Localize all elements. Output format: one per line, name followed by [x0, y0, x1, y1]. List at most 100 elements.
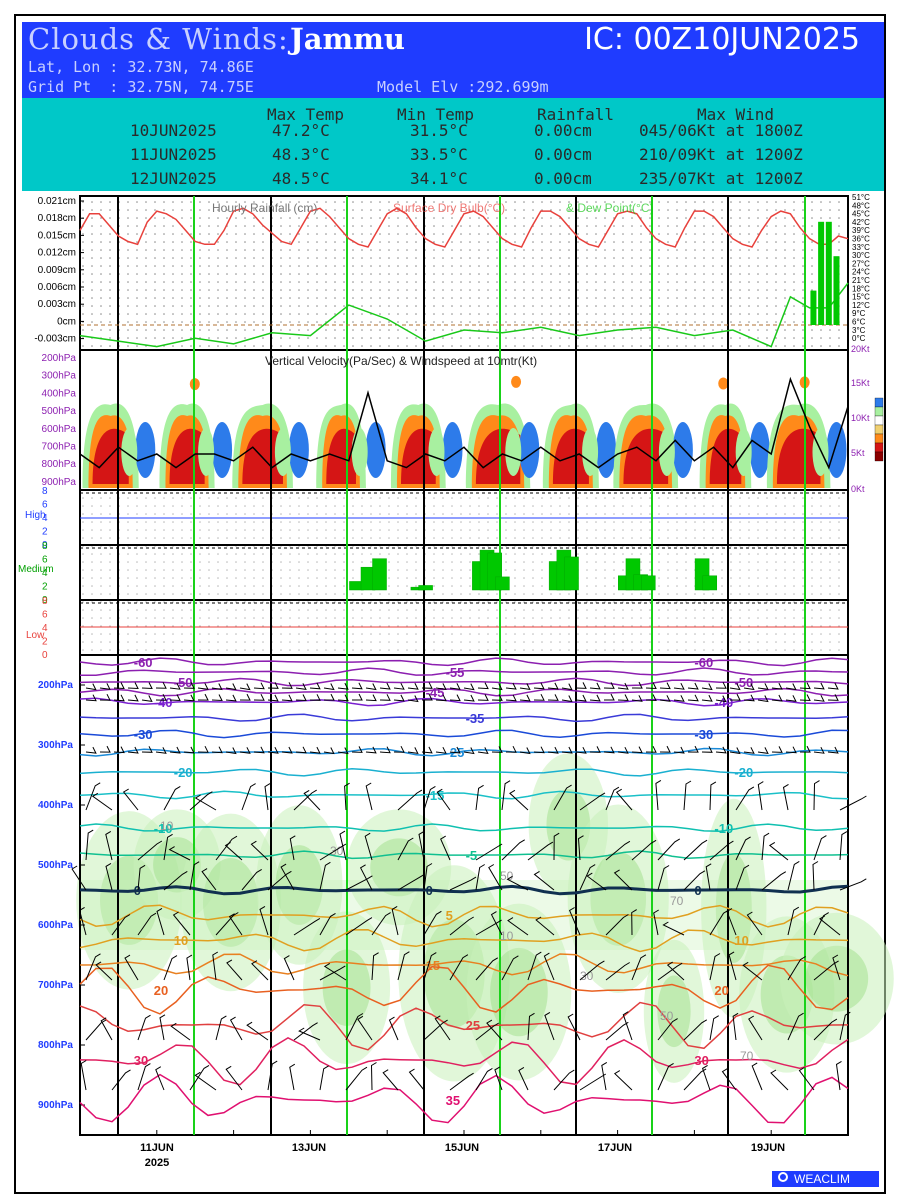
wind-barb: [579, 864, 596, 891]
wind-barb: [771, 694, 783, 702]
wind-barb: [782, 783, 789, 811]
wind-barb: [253, 682, 265, 690]
wind-barb: [241, 868, 262, 891]
wind-barb: [839, 831, 848, 861]
rain-tick: 0.012cm: [38, 248, 76, 259]
wind-barb: [491, 694, 503, 701]
profile-level-tick: 300hPa: [38, 740, 73, 751]
wind-barb: [605, 962, 630, 981]
wind-barb: [319, 1065, 329, 1091]
temp-tick: 12°C: [852, 301, 870, 310]
wind-barb: [99, 683, 111, 690]
wind-barb: [127, 694, 139, 702]
x-label-year: 2025: [145, 1157, 169, 1169]
lat-lon: Lat, Lon : 32.73N, 74.86E: [28, 58, 254, 76]
vv-level-tick: 800hPa: [42, 459, 77, 470]
row-wind: 235/07Kt at 1200Z: [639, 169, 803, 188]
wind-barb: [835, 1060, 842, 1091]
wind-barb: [589, 682, 601, 690]
wind-barb: [364, 832, 373, 861]
wind-barb: [709, 1015, 719, 1041]
wind-barb: [787, 956, 806, 981]
isotherm-label: 10: [174, 933, 188, 948]
wind-barb: [449, 954, 469, 981]
wind-barb: [799, 745, 811, 753]
wind-barb: [295, 694, 307, 702]
vv-level-tick: 400hPa: [42, 388, 77, 399]
wind-barb: [345, 1013, 364, 1041]
header-bar: Clouds & Winds: Jammu IC: 00Z10JUN2025 L…: [22, 22, 884, 98]
wind-barb: [547, 746, 559, 754]
wind-barb: [475, 1022, 500, 1041]
wind-barb: [337, 694, 349, 702]
wind-barb: [319, 843, 347, 861]
wind-barb: [85, 953, 101, 981]
wind-barb: [527, 951, 542, 981]
vv-blob-blue: [365, 422, 386, 478]
wind-barb: [156, 907, 165, 936]
initial-condition: IC: 00Z10JUN2025: [584, 22, 860, 57]
wind-barb: [391, 905, 399, 936]
row-wind: 045/06Kt at 1800Z: [639, 121, 803, 140]
isotherm--20: [79, 768, 849, 777]
wind-barb: [813, 835, 827, 861]
wind-barb: [553, 832, 560, 861]
wind-barb: [251, 960, 269, 981]
wind-barb: [785, 683, 797, 691]
vv-blob-light: [351, 428, 368, 476]
isotherm-label: -35: [466, 711, 485, 726]
medium-cloud-bar: [372, 558, 387, 591]
wind-tick: 0Kt: [851, 484, 865, 494]
wind-barb: [645, 694, 657, 702]
wind-barb: [225, 747, 237, 755]
rh-shade-dark: [657, 975, 691, 1048]
wind-barb: [839, 878, 867, 891]
wind-barb: [421, 746, 433, 754]
wind-barb: [159, 1014, 166, 1041]
wind-barb: [422, 693, 433, 701]
wind-barb: [631, 695, 643, 702]
profile-level-tick: 500hPa: [38, 860, 73, 871]
wind-barb: [799, 694, 811, 702]
wind-barb: [687, 682, 699, 690]
wind-barb: [631, 839, 657, 861]
vv-blob-blue: [749, 422, 770, 478]
wind-barb: [246, 1021, 269, 1041]
wind-barb: [79, 906, 87, 936]
wind-barb: [85, 683, 97, 691]
medium-cloud-tick: 6: [42, 555, 48, 566]
wind-barb: [323, 747, 335, 755]
wind-barb: [289, 835, 296, 861]
wind-barb: [309, 694, 321, 701]
wind-barb: [589, 694, 601, 702]
vv-blob-blue: [826, 422, 847, 478]
wind-barb: [757, 695, 769, 703]
isotherm--10: [79, 823, 849, 833]
wind-barb: [543, 952, 555, 981]
wind-barb: [751, 1062, 763, 1091]
wind-barb: [113, 694, 125, 702]
isotherm-label: -15: [426, 788, 445, 803]
wind-barb: [507, 917, 529, 936]
wind-barb: [440, 835, 451, 861]
wind-barb: [535, 916, 555, 936]
wind-barb: [137, 864, 146, 891]
wind-barb: [449, 1072, 474, 1091]
wind-barb: [201, 868, 217, 891]
vv-colorbar-cell: [874, 415, 884, 426]
vv-blob-blue: [212, 422, 233, 478]
plot-frame: [14, 14, 886, 1194]
wind-barb: [194, 794, 217, 811]
isotherm-label: 35: [446, 1093, 460, 1108]
wind-barb: [735, 864, 750, 891]
low-cloud-tick: 6: [42, 610, 48, 621]
wind-barb: [617, 682, 629, 690]
wind-barb: [743, 694, 755, 702]
rain-bar: [825, 221, 832, 325]
wind-barb: [351, 682, 363, 690]
wind-barb: [486, 1019, 503, 1041]
wind-barb: [303, 789, 321, 811]
wind-barb: [709, 840, 734, 861]
wind-barb: [407, 695, 419, 703]
